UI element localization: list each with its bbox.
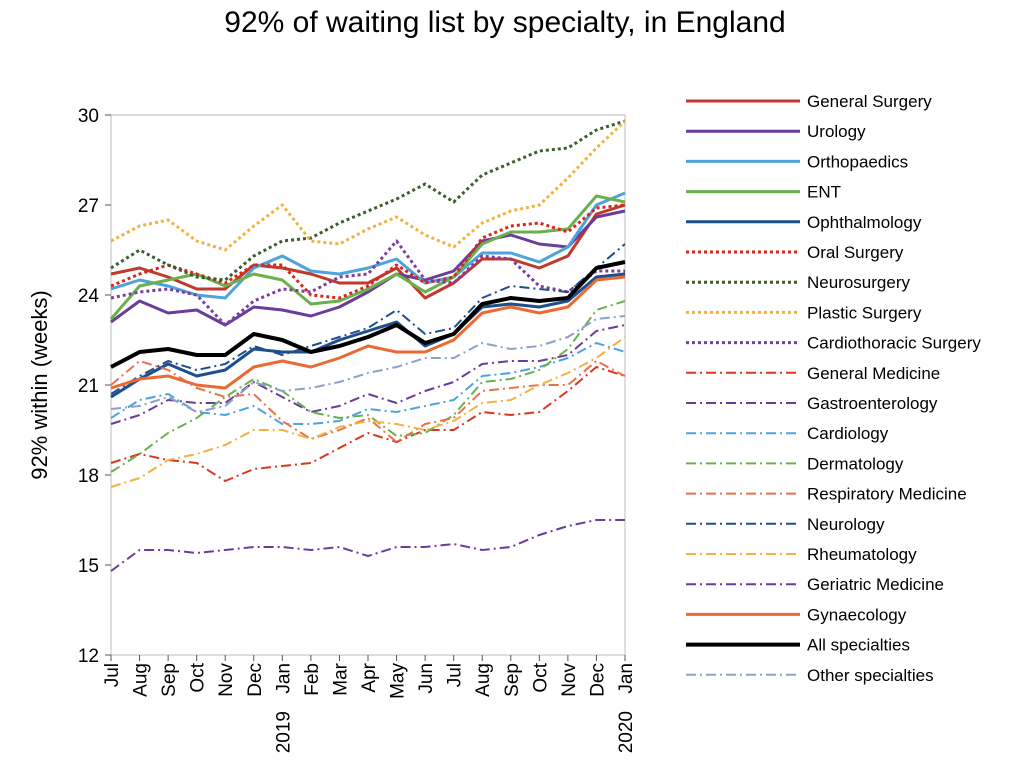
- x-tick-label: Nov: [216, 663, 237, 697]
- x-tick-label: Sep: [159, 663, 180, 697]
- y-tick-label: 21: [78, 376, 99, 397]
- legend-label-plastic-surgery: Plastic Surgery: [807, 303, 922, 322]
- series-line-orthopaedics: [110, 191, 626, 300]
- legend-label-general-surgery: General Surgery: [807, 92, 932, 111]
- x-tick-label: Nov: [559, 663, 580, 697]
- legend-label-rheumatology: Rheumatology: [807, 545, 917, 564]
- x-year-label: 2020: [616, 711, 637, 753]
- legend-label-gastroenterology: Gastroenterology: [807, 394, 938, 413]
- series-line-gynaecology: [110, 275, 626, 390]
- x-tick-label: Jul: [445, 663, 466, 687]
- x-tick-label: Dec: [245, 663, 266, 697]
- legend-label-other-specialties: Other specialties: [807, 666, 934, 685]
- series-line-rheumatology: [110, 336, 626, 488]
- series-line-oral-surgery: [110, 203, 626, 300]
- series-line-general-medicine: [110, 366, 626, 482]
- legend-label-dermatology: Dermatology: [807, 454, 904, 473]
- legend-label-cardiothoracic-surgery: Cardiothoracic Surgery: [807, 334, 981, 353]
- legend-label-urology: Urology: [807, 122, 866, 141]
- x-tick-label: Jan: [273, 663, 294, 694]
- x-tick-label: Dec: [587, 663, 608, 697]
- series-line-respiratory-medicine: [110, 360, 626, 443]
- series-line-gastroenterology: [110, 324, 626, 425]
- y-tick-label: 27: [78, 196, 99, 217]
- x-tick-label: Mar: [330, 662, 351, 695]
- legend-label-gynaecology: Gynaecology: [807, 605, 907, 624]
- series-line-other-specialties: [110, 315, 626, 413]
- x-tick-label: Apr: [359, 662, 380, 692]
- x-tick-label: Oct: [188, 662, 209, 692]
- series-layer: [109, 119, 627, 572]
- x-tick-label: Aug: [131, 663, 152, 697]
- series-line-all-specialties: [110, 260, 626, 369]
- series-line-urology: [110, 209, 626, 327]
- legend-label-ent: ENT: [807, 183, 841, 202]
- y-tick-label: 15: [78, 556, 99, 577]
- x-tick-label: Feb: [302, 663, 323, 696]
- chart-title: 92% of waiting list by specialty, in Eng…: [224, 6, 786, 39]
- legend-label-all-specialties: All specialties: [807, 636, 910, 655]
- x-tick-label: Jun: [416, 663, 437, 694]
- y-tick-label: 24: [78, 286, 100, 307]
- series-line-ophthalmology: [110, 272, 626, 399]
- series-line-dermatology: [110, 300, 626, 473]
- legend-label-orthopaedics: Orthopaedics: [807, 152, 908, 171]
- x-tick-label: Sep: [502, 663, 523, 697]
- legend-label-neurosurgery: Neurosurgery: [807, 273, 910, 292]
- series-line-neurosurgery: [110, 119, 626, 282]
- legend-label-respiratory-medicine: Respiratory Medicine: [807, 485, 967, 504]
- x-year-label: 2019: [273, 711, 294, 753]
- y-axis-title: 92% within (weeks): [27, 290, 52, 480]
- x-tick-label: Oct: [530, 662, 551, 692]
- x-tick-label: Jul: [102, 663, 123, 687]
- legend-label-general-medicine: General Medicine: [807, 364, 940, 383]
- legend-label-cardiology: Cardiology: [807, 424, 889, 443]
- y-tick-label: 12: [78, 646, 99, 667]
- x-tick-label: May: [388, 663, 409, 699]
- legend-label-neurology: Neurology: [807, 515, 885, 534]
- y-tick-label: 18: [78, 466, 99, 487]
- legend-label-ophthalmology: Ophthalmology: [807, 213, 922, 232]
- x-axis: Jul Aug Sep Oct Nov Dec Jan Feb Mar Apr May Jun Jul A…: [102, 655, 637, 753]
- y-axis: 12 15 18 21 24 27 30: [78, 106, 111, 667]
- series-line-plastic-surgery: [110, 119, 627, 252]
- legend-label-geriatric-medicine: Geriatric Medicine: [807, 575, 944, 594]
- legend-label-oral-surgery: Oral Surgery: [807, 243, 904, 262]
- legend: General Surgery Urology Orthopaedics ENT Oph…: [686, 92, 981, 685]
- series-line-neurology: [110, 243, 626, 395]
- x-tick-label: Aug: [473, 663, 494, 697]
- series-line-general-surgery: [110, 203, 626, 300]
- x-tick-label: Jan: [616, 663, 637, 694]
- series-line-geriatric-medicine: [110, 519, 625, 572]
- y-tick-label: 30: [78, 106, 99, 127]
